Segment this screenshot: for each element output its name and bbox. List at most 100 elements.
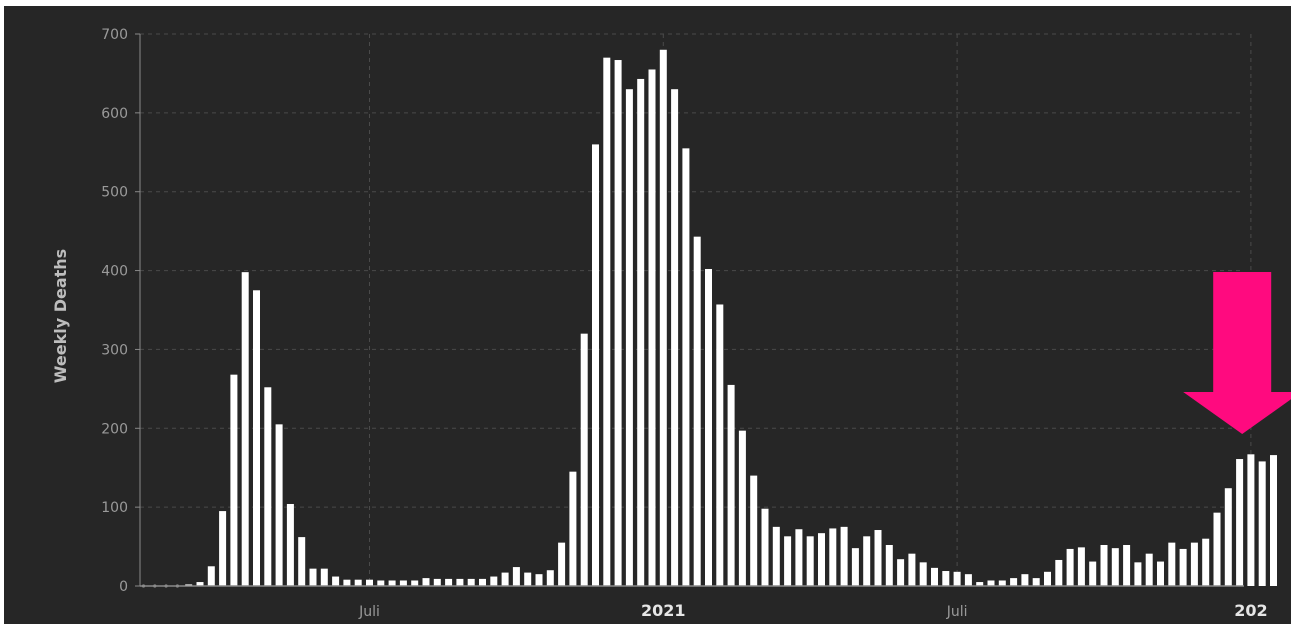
bar-41	[603, 57, 611, 586]
bar-79	[1032, 578, 1040, 586]
bar-30	[479, 578, 486, 586]
bar-34	[524, 572, 532, 586]
pink-down-arrow-annotation	[1183, 272, 1291, 434]
bar-91	[1168, 542, 1176, 586]
bar-92	[1179, 548, 1187, 586]
bar-97	[1236, 459, 1244, 586]
bar-21	[377, 580, 385, 586]
bar-77	[1010, 578, 1018, 586]
bar-50	[705, 268, 712, 586]
bar-58	[795, 529, 803, 586]
bar-61	[829, 528, 837, 586]
bar-37	[558, 542, 566, 586]
weekly-deaths-chart: 0 100 200 300 400 500 600 700 Juli 2021 Juli 202 We…	[51, 27, 1291, 620]
y-tick-label-0: 0	[119, 579, 128, 595]
bar-31	[490, 576, 498, 586]
bar-68	[908, 553, 916, 586]
down-arrow-shape	[1183, 272, 1291, 434]
bar-9	[241, 272, 249, 586]
bar-98	[1247, 454, 1255, 586]
bar-65	[874, 530, 882, 586]
bars	[141, 49, 1277, 588]
bar-32	[501, 572, 509, 586]
bar-28	[456, 578, 464, 586]
y-tick-label-4: 400	[101, 264, 128, 280]
bar-85	[1100, 544, 1108, 586]
bar-49	[693, 236, 701, 587]
bar-23	[399, 580, 407, 586]
bar-93	[1190, 542, 1198, 586]
bar-95	[1213, 512, 1221, 586]
y-axis-title: Weekly Deaths	[51, 249, 70, 383]
bar-81	[1055, 559, 1063, 586]
bar-7	[219, 511, 227, 586]
bar-22	[388, 580, 396, 586]
bar-82	[1066, 548, 1074, 586]
bar-100	[1270, 455, 1277, 586]
axes: 0 100 200 300 400 500 600 700 Juli 2021 Juli 202	[101, 27, 1267, 620]
bar-38	[569, 471, 577, 586]
bar-59	[806, 536, 814, 586]
bar-35	[535, 574, 543, 586]
bar-67	[897, 559, 905, 586]
bar-76	[998, 580, 1006, 586]
y-tick-label-1: 100	[101, 500, 128, 516]
bar-78	[1021, 574, 1029, 586]
bar-16	[320, 568, 328, 586]
x-tick-label-1: 2021	[641, 601, 686, 620]
bar-72	[953, 571, 961, 586]
bar-63	[851, 548, 859, 586]
bar-26	[433, 578, 441, 586]
bar-24	[411, 580, 419, 586]
bar-4	[185, 584, 193, 586]
bar-66	[885, 544, 893, 586]
bar-94	[1202, 538, 1210, 586]
bar-36	[546, 570, 554, 586]
bar-33	[512, 567, 520, 586]
bar-18	[343, 579, 351, 586]
bar-19	[354, 579, 362, 586]
bar-40	[592, 144, 599, 586]
bar-57	[784, 536, 792, 586]
bar-96	[1224, 488, 1232, 586]
bar-74	[976, 582, 984, 586]
bar-99	[1258, 461, 1266, 586]
bar-87	[1123, 544, 1131, 586]
bar-13	[286, 503, 294, 586]
bar-55	[761, 508, 769, 586]
y-tick-label-7: 700	[101, 27, 128, 43]
bar-52	[727, 384, 735, 586]
x-tick-label-3: 202	[1234, 601, 1267, 620]
bar-69	[919, 562, 927, 586]
bar-10	[253, 290, 260, 586]
bar-5	[196, 582, 204, 586]
bar-15	[309, 568, 317, 586]
bar-89	[1145, 553, 1153, 586]
y-tick-label-3: 300	[101, 342, 128, 358]
bar-44	[637, 78, 645, 586]
bar-11	[264, 387, 272, 586]
bar-47	[671, 89, 679, 586]
bar-29	[467, 578, 475, 586]
x-tick-label-2: Juli	[946, 604, 968, 620]
bar-43	[625, 89, 633, 586]
bar-54	[750, 475, 758, 586]
bar-84	[1089, 561, 1097, 586]
bar-42	[614, 60, 622, 587]
bar-48	[682, 148, 690, 587]
bar-62	[840, 526, 848, 586]
bar-51	[716, 304, 724, 586]
bar-83	[1077, 547, 1085, 586]
bar-14	[298, 537, 306, 586]
bar-70	[931, 567, 938, 586]
bar-53	[738, 430, 746, 586]
y-tick-label-6: 600	[101, 106, 128, 122]
gridlines	[140, 33, 1252, 586]
bar-73	[964, 574, 972, 586]
bar-25	[422, 578, 430, 586]
bar-39	[580, 333, 588, 586]
chart-panel: 0 100 200 300 400 500 600 700 Juli 2021 Juli 202 We…	[4, 6, 1291, 624]
bar-6	[207, 566, 215, 586]
bar-12	[275, 424, 283, 586]
bar-20	[366, 579, 373, 586]
